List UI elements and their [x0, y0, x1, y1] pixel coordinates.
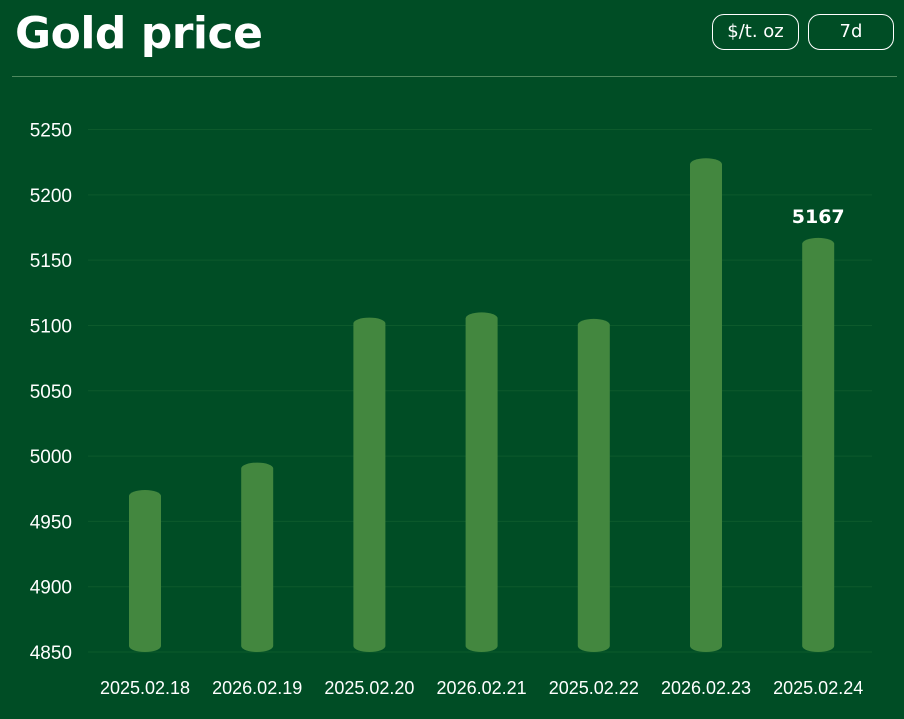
y-tick-label: 5250 — [30, 121, 72, 142]
chart-header: Gold price $/t. oz 7d — [0, 0, 904, 78]
y-tick-label: 5000 — [30, 447, 72, 468]
range-selector-button[interactable]: 7d — [808, 14, 894, 50]
x-tick-label: 2025.02.18 — [100, 678, 190, 698]
data-label: 5167 — [792, 206, 845, 228]
y-tick-label: 5050 — [30, 382, 72, 403]
x-tick-label: 2025.02.22 — [549, 678, 639, 698]
y-tick-label: 4950 — [30, 512, 72, 533]
y-tick-label: 4850 — [30, 643, 72, 664]
bar-2025.02.20[interactable] — [353, 317, 386, 652]
bar-2026.02.21[interactable] — [465, 312, 498, 652]
y-tick-label: 4900 — [30, 578, 72, 599]
page-title: Gold price — [15, 8, 263, 59]
y-tick-label: 5150 — [30, 251, 72, 272]
bar-2025.02.18[interactable] — [129, 490, 161, 652]
y-tick-label: 5100 — [30, 316, 72, 337]
x-axis: 2025.02.18 2026.02.19 2025.02.20 2026.02.21… — [100, 678, 863, 698]
unit-selector-button[interactable]: $/t. oz — [712, 14, 799, 50]
bars — [129, 158, 835, 653]
x-tick-label: 2026.02.21 — [437, 678, 527, 698]
bar-2026.02.23[interactable] — [690, 158, 722, 653]
x-tick-label: 2026.02.19 — [212, 678, 302, 698]
x-tick-label: 2026.02.23 — [661, 678, 751, 698]
bar-2025.02.22[interactable] — [577, 318, 610, 652]
bar-2026.02.19[interactable] — [241, 462, 274, 652]
y-tick-label: 5200 — [30, 186, 72, 207]
x-tick-label: 2025.02.24 — [773, 678, 863, 698]
x-tick-label: 2025.02.20 — [324, 678, 414, 698]
header-divider — [12, 76, 897, 77]
y-axis: 4850 4900 4950 5000 5050 5100 5150 5200 5250 — [30, 121, 72, 665]
data-labels: 5167 — [792, 206, 845, 228]
bar-2025.02.24[interactable] — [802, 237, 835, 652]
